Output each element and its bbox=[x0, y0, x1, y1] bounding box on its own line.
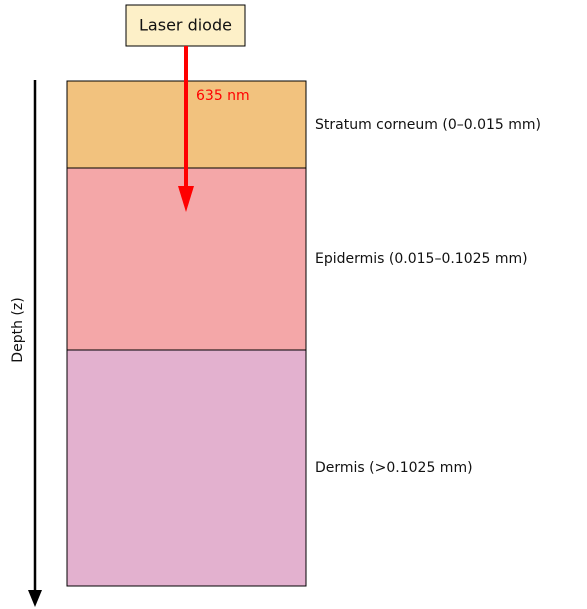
layer-label: Epidermis (0.015–0.1025 mm) bbox=[315, 251, 528, 267]
laser-beam-head bbox=[178, 186, 194, 212]
axis-label: Depth (z) bbox=[10, 297, 26, 362]
layer-label: Dermis (>0.1025 mm) bbox=[315, 460, 473, 476]
depth-axis-head bbox=[28, 590, 42, 607]
layer-label: Stratum corneum (0–0.015 mm) bbox=[315, 117, 541, 133]
source-label: Laser diode bbox=[139, 16, 232, 35]
wavelength-label: 635 nm bbox=[196, 88, 250, 104]
layer-dermis bbox=[66, 349, 307, 587]
